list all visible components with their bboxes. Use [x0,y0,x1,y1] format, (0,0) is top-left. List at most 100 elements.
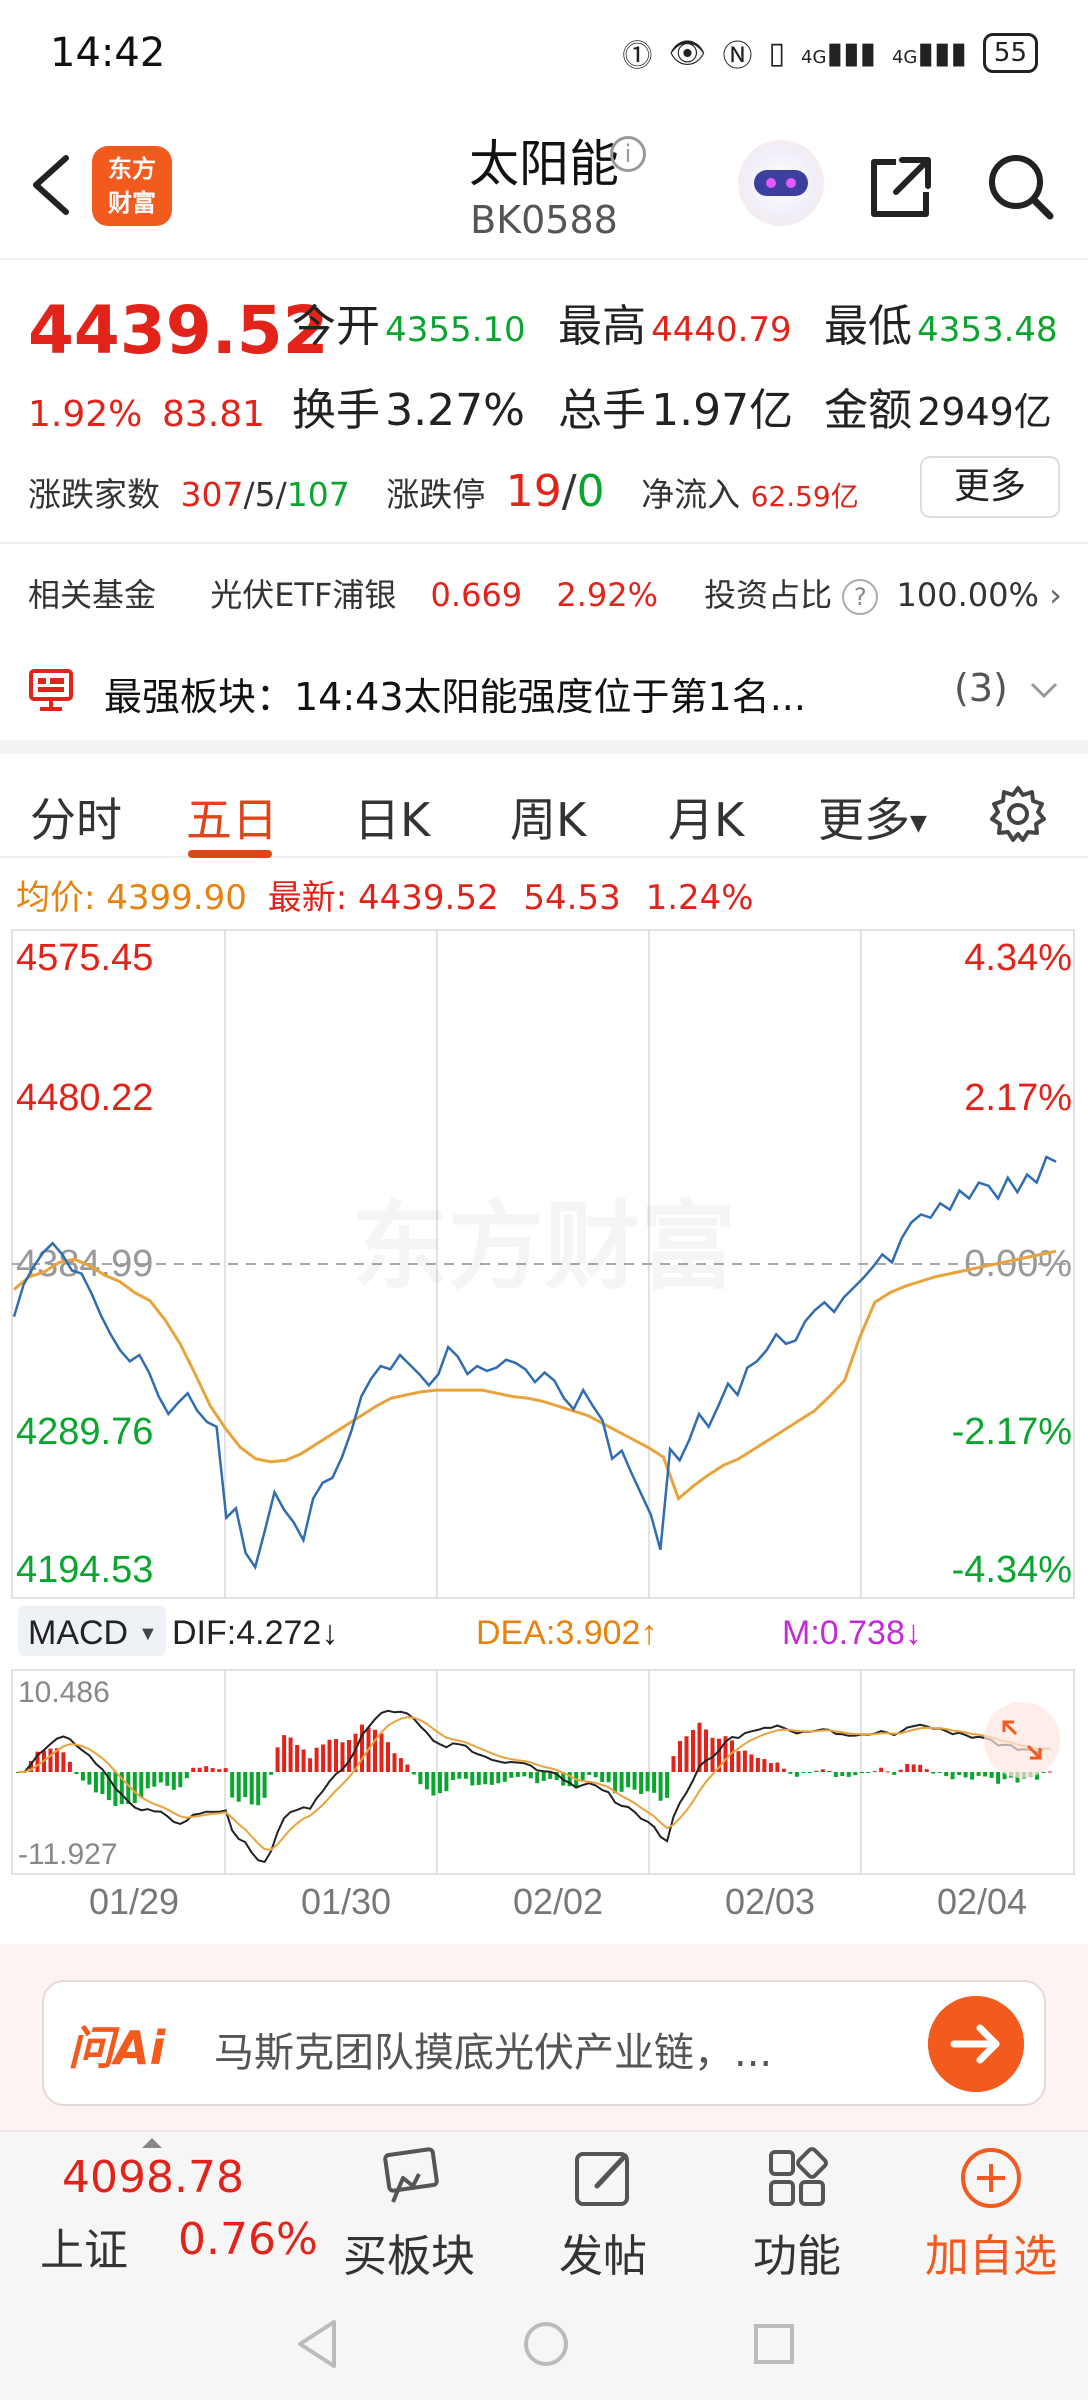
edit-icon [575,2152,629,2206]
macd-bar [742,1750,747,1772]
board-count: (3) [954,666,1008,710]
x-axis-labels: 01/29 01/30 02/02 02/03 02/04 [89,1881,1027,1920]
buy-board-icon [383,2147,439,2203]
eye-icon: 👁 [668,35,707,71]
chevron-down-icon[interactable] [1026,672,1062,708]
macd-bar [924,1769,929,1772]
macd-bar [223,1768,228,1772]
y-tick-label: 4289.76 [16,1411,153,1453]
macd-bar [749,1754,754,1772]
nav-back-icon[interactable] [292,2316,342,2372]
macd-selector[interactable]: MACD ▼ [28,1614,158,1652]
macd-dea: DEA:3.902↑ [476,1614,657,1652]
macd-bar [996,1772,1001,1784]
status-time: 14:42 [50,30,166,76]
nav-recents-icon[interactable] [748,2316,798,2372]
macd-bar [814,1770,819,1772]
macd-bar [515,1772,520,1777]
tab-daily-k[interactable]: 日K [354,793,431,847]
macd-bar [788,1772,793,1774]
vibrate-icon: ▯ [768,35,786,71]
buy-board-button[interactable]: 买板块 [334,2142,484,2284]
macd-bar [970,1772,975,1780]
pct-tick-label: -2.17% [952,1411,1072,1453]
macd-bar [678,1741,682,1772]
post-button[interactable]: 发帖 [528,2142,678,2284]
macd-bar [262,1772,267,1798]
search-icon[interactable] [984,150,1056,222]
status-bar: 14:42 ⓵ 👁 Ⓝ ▯ 4G▮▮▮ 4G▮▮▮ 55 [0,0,1088,110]
index-value: 4098.78 [62,2152,244,2203]
five-day-chart[interactable]: 东方财富 4575.45 4480.22 4384.99 4289.76 419… [0,920,1088,1920]
add-watchlist-button[interactable]: 加自选 [916,2142,1066,2284]
macd-bar [308,1758,313,1772]
macd-bar [217,1769,222,1772]
tab-intraday[interactable]: 分时 [30,793,122,847]
divider [0,542,1088,544]
macd-bar [100,1772,105,1794]
macd-bar [710,1737,715,1772]
ai-assistant-icon[interactable] [738,140,824,226]
info-icon[interactable]: i [610,136,646,172]
macd-bar [600,1772,605,1782]
macd-bar [879,1767,884,1772]
y-tick-label: 4480.22 [16,1077,153,1119]
macd-bar [918,1764,923,1772]
macd-bar [360,1724,364,1772]
pct-tick-label: 4.34% [964,937,1072,979]
bottom-toolbar: 4098.78 上证 0.76% 买板块 发帖 功能 加自选 [0,2130,1088,2288]
system-nav-bar [0,2288,1088,2400]
chevron-right-icon: › [1049,576,1062,614]
arrow-right-icon[interactable] [928,1996,1024,2092]
macd-bar [931,1772,936,1774]
ai-logo: 问Ai [68,2021,166,2075]
macd-bar [295,1745,300,1772]
macd-bar [937,1772,942,1773]
macd-legend: DIF:4.272↓ DEA:3.902↑ M:0.738↓ [172,1614,922,1652]
macd-bar [717,1738,721,1772]
macd-bar [827,1770,832,1772]
y-tick-label: 4194.53 [16,1549,153,1591]
tab-five-day[interactable]: 五日 [186,793,278,847]
nav-home-icon[interactable] [518,2316,574,2372]
dropdown-caret-icon: ▼ [910,811,927,836]
macd-bar [496,1772,501,1784]
macd-dea-line [18,1716,1051,1851]
app-logo[interactable]: 东方 财富 [92,146,172,226]
tab-more[interactable]: 更多▼ [818,793,927,847]
ai-search-box[interactable]: 问Ai 马斯克团队摸底光伏产业链，... [42,1980,1046,2106]
expand-chart-icon[interactable] [984,1702,1060,1778]
related-fund-row[interactable]: 相关基金 光伏ETF浦银 0.669 2.92% 投资占比 ? 100.00% … [28,576,1062,615]
change-percent: 1.92% [28,394,143,435]
macd-bar [353,1733,358,1772]
macd-bar [197,1767,202,1772]
y-tick-label: 4575.45 [16,937,153,979]
macd-bar [775,1762,780,1772]
macd-bar [54,1748,59,1772]
help-icon[interactable]: ? [842,579,879,615]
share-icon[interactable] [866,152,936,222]
more-stats-button[interactable]: 更多 [920,456,1060,518]
macd-bar [645,1772,650,1792]
index-ticker[interactable]: 4098.78 上证 0.76% [0,2132,318,2290]
macd-bar [691,1730,695,1772]
period-tab-bar: 分时 五日 日K 周K 月K 更多▼ [0,740,1088,858]
macd-bar [1041,1772,1046,1773]
back-icon[interactable] [26,150,76,220]
tab-weekly-k[interactable]: 周K [510,793,587,847]
board-icon [29,669,73,711]
macd-bar [885,1771,890,1773]
strongest-board-row[interactable]: 最强板块：14:43太阳能强度位于第1名... (3) [28,662,1068,722]
macd-histogram [16,1722,1052,1806]
macd-bar [171,1772,176,1790]
chart-watermark: 东方财富 [352,1191,736,1303]
macd-bar [853,1772,858,1776]
macd-bar [67,1761,72,1772]
macd-bar [944,1772,949,1777]
macd-bar [528,1772,533,1779]
tab-monthly-k[interactable]: 月K [668,793,745,847]
functions-button[interactable]: 功能 [722,2142,872,2284]
macd-bar [152,1772,157,1787]
gear-icon[interactable] [988,784,1048,844]
expand-arrows-icon [1002,1720,1042,1760]
